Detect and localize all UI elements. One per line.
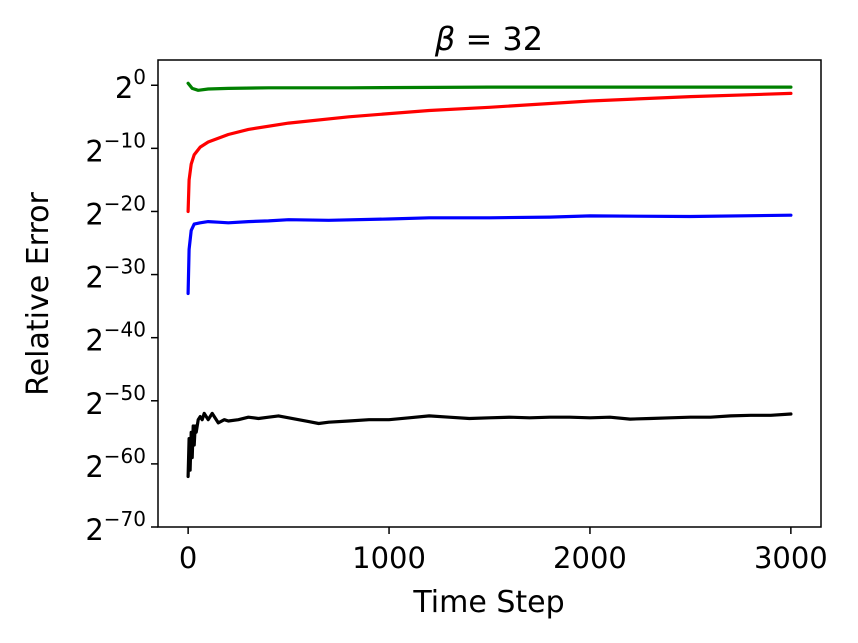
title-symbol: β xyxy=(434,20,455,58)
y-tick-label: 2−50 xyxy=(85,381,146,421)
series-line-2 xyxy=(186,213,793,296)
y-tick-label: 2−10 xyxy=(85,128,146,168)
title-rest: = 32 xyxy=(455,20,543,58)
y-tick-label: 2−40 xyxy=(85,318,146,358)
y-tick-exponent: 0 xyxy=(133,65,146,89)
plot-frame xyxy=(157,59,822,528)
y-axis-label: Relative Error xyxy=(21,192,56,396)
y-tick-base: 2 xyxy=(85,324,103,358)
y-tick-exponent: −30 xyxy=(104,255,146,279)
y-tick-base: 2 xyxy=(85,261,103,295)
y-tick-base: 2 xyxy=(85,450,103,484)
y-tick-base: 2 xyxy=(115,71,133,105)
x-tick-label: 1000 xyxy=(352,541,426,575)
y-tick-label: 2−70 xyxy=(85,507,146,547)
y-tick-exponent: −70 xyxy=(104,507,146,531)
x-tick-label: 3000 xyxy=(754,541,828,575)
y-tick-base: 2 xyxy=(85,387,103,421)
x-tick-label: 2000 xyxy=(553,541,627,575)
y-tick-exponent: −40 xyxy=(104,318,146,342)
x-tick-label: 0 xyxy=(179,541,197,575)
y-tick-exponent: −50 xyxy=(104,381,146,405)
y-tick-exponent: −10 xyxy=(104,128,146,152)
series-line-1 xyxy=(186,91,793,214)
y-tick-base: 2 xyxy=(85,197,103,231)
y-tick-label: 2−60 xyxy=(85,444,146,484)
series-line-3 xyxy=(186,411,793,479)
y-tick-label: 2−30 xyxy=(85,255,146,295)
series-line-0 xyxy=(186,81,793,92)
y-tick-base: 2 xyxy=(85,134,103,168)
x-axis-label: Time Step xyxy=(412,585,564,620)
y-tick-exponent: −60 xyxy=(104,444,146,468)
y-tick-base: 2 xyxy=(85,513,103,547)
y-tick-label: 2−20 xyxy=(85,191,146,231)
y-tick-exponent: −20 xyxy=(104,191,146,215)
y-tick-label: 20 xyxy=(115,65,146,105)
chart-title: β = 32 xyxy=(434,20,543,58)
